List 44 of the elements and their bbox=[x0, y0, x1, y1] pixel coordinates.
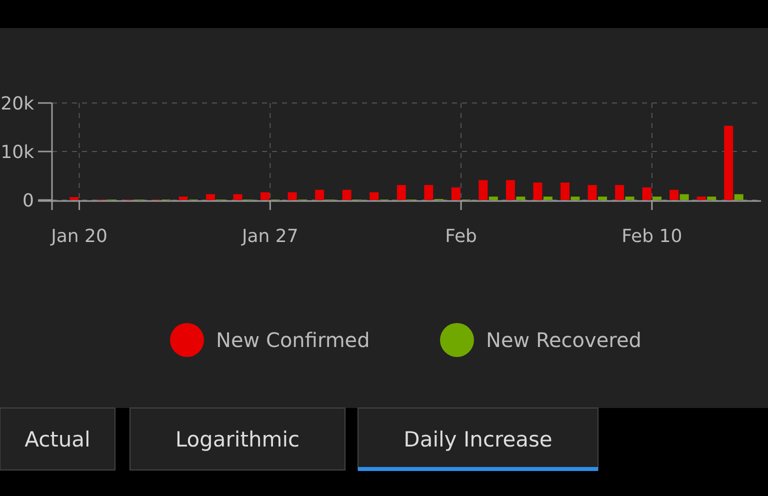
y-tick-label: 0 bbox=[22, 190, 34, 212]
text: Actual bbox=[24, 427, 90, 452]
bar bbox=[424, 184, 434, 200]
bar bbox=[680, 194, 689, 200]
bar bbox=[588, 184, 597, 200]
bar bbox=[615, 184, 624, 200]
bar bbox=[478, 180, 488, 200]
bar bbox=[533, 182, 542, 200]
legend-label: New Confirmed bbox=[216, 328, 370, 352]
bar bbox=[370, 192, 379, 200]
bar bbox=[315, 190, 324, 200]
bar bbox=[570, 196, 580, 200]
bar bbox=[70, 197, 79, 200]
x-tick-label: Feb bbox=[445, 226, 477, 247]
bar bbox=[233, 194, 242, 200]
bar bbox=[206, 194, 215, 200]
bar bbox=[543, 196, 552, 200]
bar bbox=[670, 190, 679, 200]
y-tick-label: 20k bbox=[0, 93, 35, 114]
bar bbox=[260, 192, 270, 200]
bar bbox=[288, 192, 297, 200]
bar bbox=[652, 196, 662, 200]
y-tick-label: 10k bbox=[0, 142, 35, 163]
bar bbox=[451, 187, 460, 200]
bar bbox=[598, 196, 607, 200]
text: Logarithmic bbox=[175, 427, 300, 452]
bar bbox=[707, 196, 716, 200]
bar bbox=[516, 196, 526, 200]
bar bbox=[396, 184, 406, 200]
bar bbox=[642, 187, 652, 200]
bar bbox=[488, 196, 498, 200]
bar bbox=[724, 126, 734, 200]
bar bbox=[625, 196, 634, 200]
x-tick-label: Jan 27 bbox=[240, 226, 298, 247]
x-tick-label: Jan 20 bbox=[50, 226, 108, 247]
bar bbox=[696, 196, 706, 200]
text: Daily Increase bbox=[404, 427, 552, 452]
bar bbox=[178, 196, 188, 200]
bar bbox=[734, 194, 744, 200]
bar bbox=[342, 190, 352, 200]
bar bbox=[506, 180, 515, 200]
bar bbox=[560, 182, 570, 200]
x-tick-label: Feb 10 bbox=[622, 226, 682, 247]
legend-label: New Recovered bbox=[486, 328, 642, 352]
